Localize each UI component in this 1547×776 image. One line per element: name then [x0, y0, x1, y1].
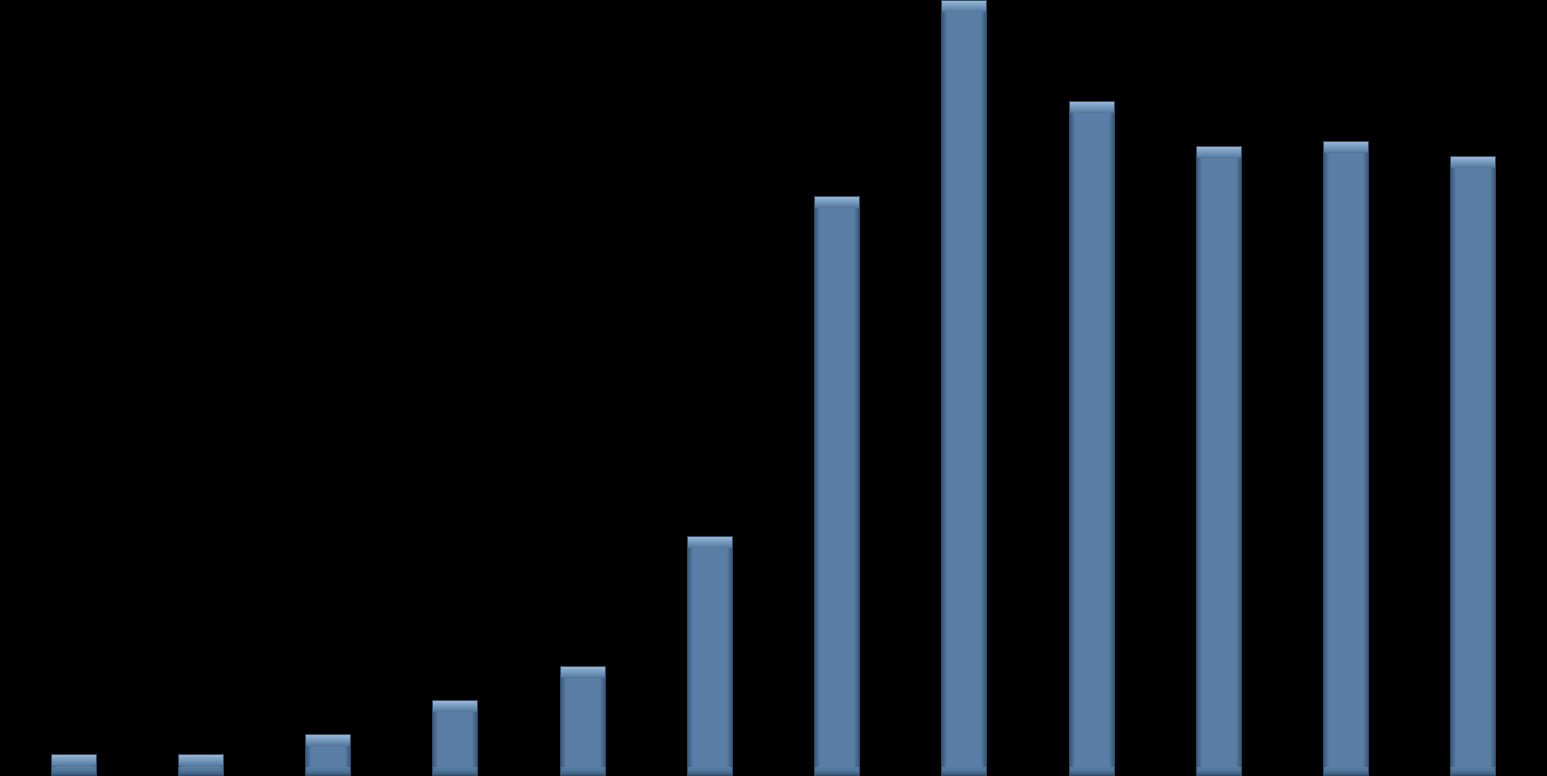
bar: [305, 734, 351, 776]
bar-slot: [265, 0, 392, 776]
bar-slot: [137, 0, 264, 776]
bar: [687, 536, 733, 776]
bar-slot: [10, 0, 137, 776]
bar: [432, 700, 478, 776]
bar-slot: [774, 0, 901, 776]
bar-slot: [1028, 0, 1155, 776]
bar-slot: [519, 0, 646, 776]
bar: [941, 0, 987, 776]
bar-slot: [1155, 0, 1282, 776]
bar-chart: [0, 0, 1547, 776]
bar: [814, 196, 860, 776]
bar-slot: [392, 0, 519, 776]
bar: [1450, 156, 1496, 776]
bar: [1323, 141, 1369, 776]
bar: [1069, 101, 1115, 776]
bar: [178, 754, 224, 776]
bar-slot: [646, 0, 773, 776]
bar: [1196, 146, 1242, 776]
bar: [51, 754, 97, 776]
bar: [560, 666, 606, 776]
bar-slot: [1410, 0, 1537, 776]
bar-slot: [901, 0, 1028, 776]
bar-slot: [1283, 0, 1410, 776]
